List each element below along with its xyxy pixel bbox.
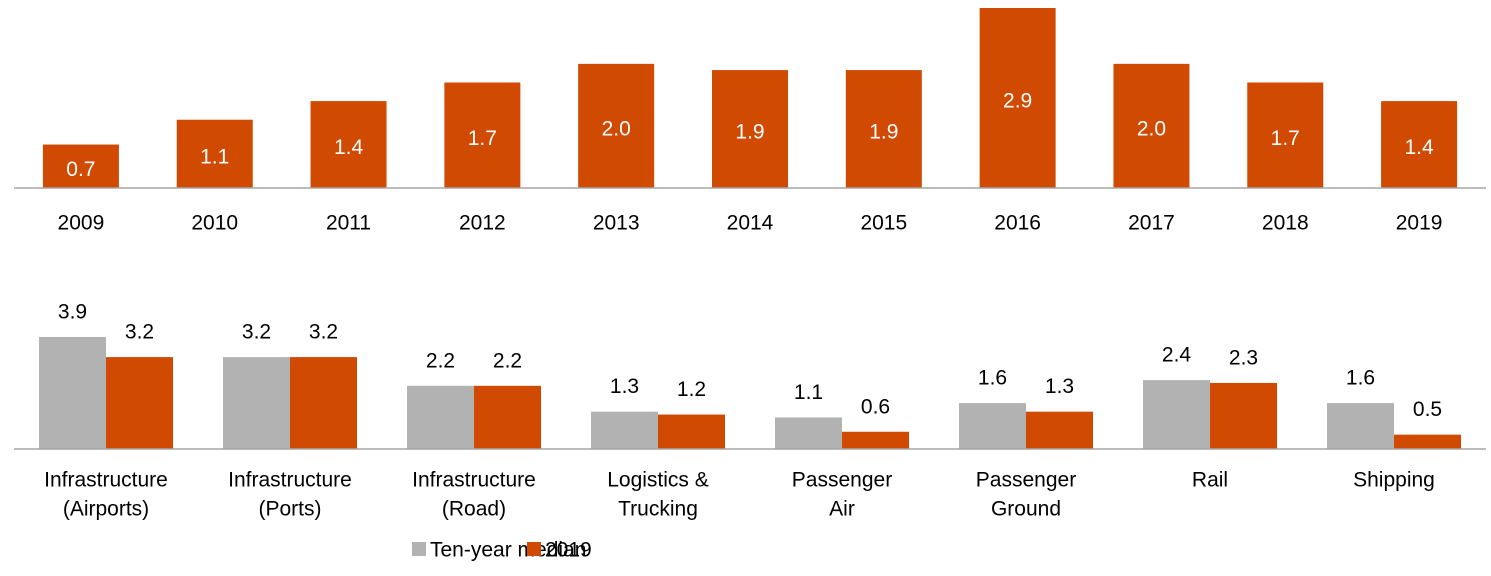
data-label: 2.0 <box>602 117 631 140</box>
x-tick-label: Air <box>829 498 855 521</box>
bar <box>1394 434 1461 449</box>
data-label: 1.1 <box>794 381 823 404</box>
data-label: 1.4 <box>1404 136 1434 159</box>
x-tick-label: (Road) <box>442 498 506 521</box>
x-tick-label: 2017 <box>1128 212 1175 235</box>
x-tick-label: 2010 <box>191 212 238 235</box>
data-label: 3.2 <box>125 321 154 344</box>
bar <box>979 8 1056 188</box>
data-label: 1.6 <box>1346 367 1375 390</box>
legend-label: Ten-year median <box>430 539 586 562</box>
bar <box>775 417 842 449</box>
data-label: 2.4 <box>1162 344 1192 367</box>
bar <box>1247 82 1324 188</box>
bar <box>658 414 725 449</box>
data-label: 1.1 <box>200 145 229 168</box>
bar <box>1143 380 1210 449</box>
data-label: 1.9 <box>735 121 764 144</box>
data-label: 0.6 <box>861 395 890 418</box>
bar <box>407 385 474 449</box>
data-label: 2.9 <box>1003 90 1032 113</box>
bar <box>106 357 173 449</box>
x-tick-label: 2011 <box>326 212 371 235</box>
data-label: 1.2 <box>677 378 706 401</box>
x-tick-label: (Airports) <box>63 498 149 521</box>
x-tick-label: Infrastructure <box>44 469 168 492</box>
data-label: 1.4 <box>334 136 364 159</box>
x-tick-label: 2009 <box>58 212 105 235</box>
bar <box>39 337 106 449</box>
bar <box>712 70 788 188</box>
data-label: 0.5 <box>1413 398 1442 421</box>
x-tick-label: 2014 <box>727 212 774 235</box>
bar <box>1327 403 1394 449</box>
legend-label: 2019 <box>545 539 592 562</box>
x-tick-label: Shipping <box>1353 469 1435 492</box>
data-label: 1.9 <box>869 121 898 144</box>
x-tick-label: Rail <box>1192 469 1228 492</box>
data-label: 3.2 <box>242 321 271 344</box>
x-tick-label: Infrastructure <box>412 469 536 492</box>
data-label: 1.7 <box>1271 127 1300 150</box>
x-tick-label: 2019 <box>1396 212 1443 235</box>
x-tick-label: 2015 <box>860 212 907 235</box>
x-tick-label: Passenger <box>976 469 1076 492</box>
bar <box>578 63 655 188</box>
data-label: 2.2 <box>426 349 455 372</box>
bar <box>591 411 658 449</box>
data-label: 2.0 <box>1137 117 1166 140</box>
data-label: 1.3 <box>1045 375 1074 398</box>
data-label: 2.3 <box>1229 346 1258 369</box>
bar <box>845 70 922 188</box>
x-tick-label: Ground <box>991 498 1061 521</box>
data-label: 1.3 <box>610 375 639 398</box>
x-tick-label: 2018 <box>1262 212 1309 235</box>
x-tick-label: Logistics & <box>607 469 709 492</box>
legend-swatch <box>527 542 541 556</box>
x-tick-label: 2012 <box>459 212 506 235</box>
bar <box>474 385 541 449</box>
bar <box>1210 382 1277 449</box>
x-tick-label: (Ports) <box>259 498 322 521</box>
data-label: 2.2 <box>493 349 522 372</box>
bar <box>310 101 387 188</box>
bar <box>959 403 1026 449</box>
x-tick-label: Passenger <box>792 469 892 492</box>
bar <box>290 357 357 449</box>
bar <box>842 431 909 449</box>
data-label: 3.2 <box>309 321 338 344</box>
bar <box>1026 411 1093 449</box>
bar <box>223 357 290 449</box>
bar <box>1381 101 1458 188</box>
data-label: 1.7 <box>468 127 497 150</box>
data-label: 3.9 <box>58 301 87 324</box>
legend-swatch <box>412 542 426 556</box>
data-label: 0.7 <box>66 158 95 181</box>
data-label: 1.6 <box>978 367 1007 390</box>
x-tick-label: 2013 <box>593 212 640 235</box>
bar <box>42 144 119 188</box>
x-tick-label: 2016 <box>994 212 1041 235</box>
bar <box>444 82 521 188</box>
bar <box>1113 63 1190 188</box>
x-tick-label: Trucking <box>618 498 698 521</box>
bar <box>176 119 253 188</box>
x-tick-label: Infrastructure <box>228 469 352 492</box>
